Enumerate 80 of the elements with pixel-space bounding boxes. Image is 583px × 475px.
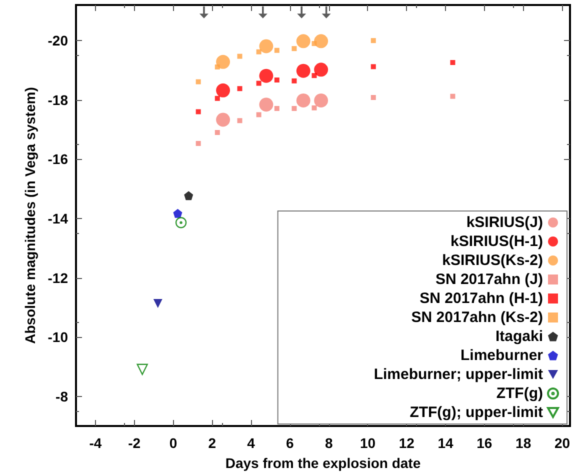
legend-label: SN 2017ahn (J) — [435, 271, 543, 288]
legend-label: SN 2017ahn (Ks-2) — [411, 309, 543, 326]
point — [450, 94, 456, 99]
point — [216, 83, 230, 98]
point — [370, 38, 376, 44]
point — [199, 6, 208, 18]
legend-label: Limeburner — [460, 347, 544, 364]
point — [237, 86, 242, 92]
y-tick-label: -10 — [48, 329, 68, 346]
y-tick-label: -12 — [48, 270, 68, 286]
x-tick-label: 8 — [324, 435, 333, 451]
point — [173, 208, 182, 218]
x-tick-label: -2 — [128, 435, 141, 451]
point — [312, 73, 317, 78]
point — [259, 39, 274, 54]
point — [153, 299, 162, 308]
y-tick-label: -16 — [48, 151, 68, 168]
point — [274, 48, 280, 53]
point — [259, 98, 274, 112]
point — [216, 112, 230, 127]
point — [296, 64, 310, 78]
y-tick-label: -20 — [48, 32, 68, 49]
point — [322, 6, 331, 18]
legend-label: kSIRIUS(J) — [466, 214, 543, 231]
point — [237, 118, 242, 124]
x-tick-label: 6 — [286, 435, 294, 451]
point — [296, 93, 310, 108]
point — [296, 34, 310, 48]
point — [312, 105, 317, 110]
x-tick-label: 12 — [398, 435, 415, 451]
legend-label: kSIRIUS(Ks-2) — [442, 252, 543, 269]
x-tick-label: 4 — [247, 435, 256, 451]
y-tick-label: -8 — [56, 388, 68, 404]
y-tick-label: -18 — [48, 92, 68, 108]
x-tick-label: -4 — [89, 435, 102, 451]
point — [258, 6, 268, 18]
point — [256, 112, 262, 118]
point — [370, 64, 376, 70]
point — [370, 95, 376, 100]
point — [214, 64, 220, 70]
point — [314, 62, 328, 77]
point — [256, 80, 262, 86]
legend-label: ZTF(g) — [496, 385, 544, 402]
point — [274, 106, 280, 111]
point — [450, 60, 456, 66]
point — [184, 191, 194, 200]
point — [196, 109, 201, 114]
point — [297, 6, 306, 18]
y-tick-label: -14 — [48, 210, 68, 226]
point — [314, 34, 328, 48]
point — [314, 93, 328, 108]
legend-label: ZTF(g); upper-limit — [410, 404, 543, 421]
x-tick-label: 2 — [208, 435, 216, 451]
point — [196, 140, 201, 146]
x-tick-label: 18 — [516, 435, 532, 451]
x-tick-label: 16 — [476, 435, 492, 451]
point — [312, 41, 317, 46]
point — [237, 54, 242, 59]
legend-label: kSIRIUS(H-1) — [450, 233, 543, 250]
x-tick-label: 20 — [554, 435, 570, 451]
point — [175, 217, 187, 228]
point — [274, 78, 280, 83]
point — [214, 130, 220, 135]
x-axis-title: Days from the explosion date — [225, 455, 421, 471]
point — [256, 49, 262, 54]
point — [292, 106, 297, 111]
point — [292, 78, 297, 84]
x-tick-label: 14 — [438, 435, 454, 451]
legend-label: Limeburner; upper-limit — [374, 366, 543, 383]
legend-label: SN 2017ahn (H-1) — [420, 290, 543, 307]
point — [196, 79, 201, 84]
legend-label: Itagaki — [495, 328, 543, 345]
y-axis-title: Absolute magnitudes (in Vega system) — [22, 87, 38, 344]
x-tick-label: 0 — [169, 435, 178, 451]
point — [136, 364, 148, 375]
point — [259, 68, 274, 83]
point — [214, 96, 220, 101]
point — [216, 54, 230, 69]
point — [292, 46, 297, 52]
x-tick-label: 10 — [360, 435, 376, 451]
